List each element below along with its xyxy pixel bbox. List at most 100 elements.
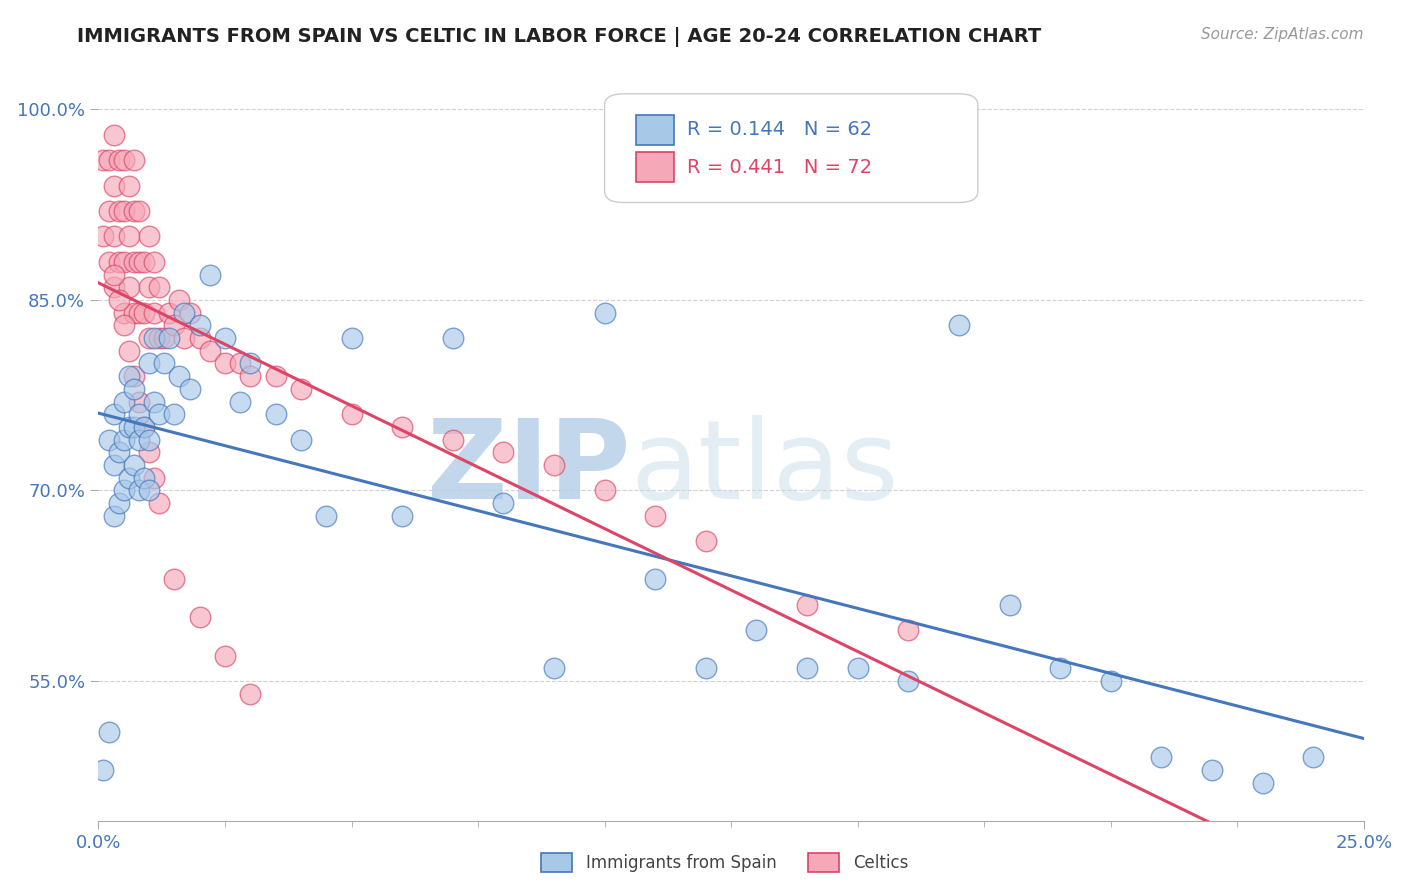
- Point: [97, 255, 120, 269]
- Point: [340, 331, 363, 345]
- Point: [128, 407, 150, 421]
- Point: [846, 661, 869, 675]
- Point: [153, 356, 176, 370]
- Point: [143, 306, 166, 320]
- Point: [97, 204, 120, 219]
- Point: [695, 534, 717, 549]
- Point: [118, 369, 141, 384]
- Point: [107, 255, 129, 269]
- Point: [112, 394, 135, 409]
- Text: IMMIGRANTS FROM SPAIN VS CELTIC IN LABOR FORCE | AGE 20-24 CORRELATION CHART: IMMIGRANTS FROM SPAIN VS CELTIC IN LABOR…: [77, 27, 1042, 46]
- Point: [644, 508, 666, 523]
- Point: [948, 318, 970, 333]
- Point: [163, 407, 186, 421]
- Point: [239, 687, 262, 701]
- Bar: [636, 153, 675, 182]
- Text: Celtics: Celtics: [853, 854, 908, 871]
- Point: [441, 433, 464, 447]
- Point: [239, 356, 262, 370]
- Text: Source: ZipAtlas.com: Source: ZipAtlas.com: [1201, 27, 1364, 42]
- Point: [107, 293, 129, 307]
- Point: [148, 496, 170, 510]
- Point: [169, 369, 191, 384]
- Point: [143, 471, 166, 485]
- Point: [143, 255, 166, 269]
- Point: [122, 153, 145, 168]
- Point: [138, 483, 160, 498]
- Point: [128, 433, 150, 447]
- Point: [593, 306, 616, 320]
- Point: [128, 204, 150, 219]
- Point: [132, 306, 155, 320]
- Point: [143, 394, 166, 409]
- Point: [163, 318, 186, 333]
- Point: [103, 178, 125, 193]
- Point: [118, 343, 141, 358]
- Bar: [636, 115, 675, 145]
- Point: [122, 306, 145, 320]
- Text: atlas: atlas: [630, 415, 898, 522]
- Text: Immigrants from Spain: Immigrants from Spain: [586, 854, 778, 871]
- Point: [112, 204, 135, 219]
- Point: [97, 433, 120, 447]
- FancyBboxPatch shape: [605, 94, 979, 202]
- Point: [143, 331, 166, 345]
- Point: [441, 331, 464, 345]
- Point: [340, 407, 363, 421]
- Point: [214, 356, 236, 370]
- Point: [132, 471, 155, 485]
- Point: [163, 572, 186, 586]
- Point: [239, 369, 262, 384]
- Point: [132, 255, 155, 269]
- Point: [138, 356, 160, 370]
- Bar: [541, 853, 572, 872]
- Point: [128, 394, 150, 409]
- Point: [97, 153, 120, 168]
- Point: [492, 496, 515, 510]
- Point: [103, 128, 125, 142]
- Point: [112, 255, 135, 269]
- Point: [214, 648, 236, 663]
- Point: [1049, 661, 1071, 675]
- Point: [132, 420, 155, 434]
- Point: [695, 661, 717, 675]
- Point: [1251, 775, 1274, 789]
- Point: [122, 369, 145, 384]
- Point: [103, 268, 125, 282]
- Point: [998, 598, 1021, 612]
- Point: [112, 153, 135, 168]
- Point: [153, 331, 176, 345]
- Point: [1099, 673, 1122, 688]
- Point: [198, 268, 221, 282]
- Point: [198, 343, 221, 358]
- Point: [897, 623, 920, 637]
- Point: [93, 229, 115, 244]
- Point: [593, 483, 616, 498]
- Point: [169, 293, 191, 307]
- Text: R = 0.144   N = 62: R = 0.144 N = 62: [686, 120, 872, 139]
- Point: [148, 331, 170, 345]
- Point: [138, 280, 160, 294]
- Point: [103, 458, 125, 472]
- Point: [173, 306, 195, 320]
- Point: [745, 623, 768, 637]
- Point: [112, 306, 135, 320]
- Point: [118, 420, 141, 434]
- Point: [103, 229, 125, 244]
- Point: [188, 331, 211, 345]
- Point: [796, 661, 818, 675]
- Point: [107, 445, 129, 459]
- Bar: [808, 853, 839, 872]
- Point: [897, 673, 920, 688]
- Point: [644, 572, 666, 586]
- Point: [138, 445, 160, 459]
- Point: [214, 331, 236, 345]
- Point: [188, 610, 211, 624]
- Point: [112, 433, 135, 447]
- Point: [138, 433, 160, 447]
- Point: [264, 407, 287, 421]
- Point: [103, 280, 125, 294]
- Point: [492, 445, 515, 459]
- Point: [97, 724, 120, 739]
- Point: [138, 331, 160, 345]
